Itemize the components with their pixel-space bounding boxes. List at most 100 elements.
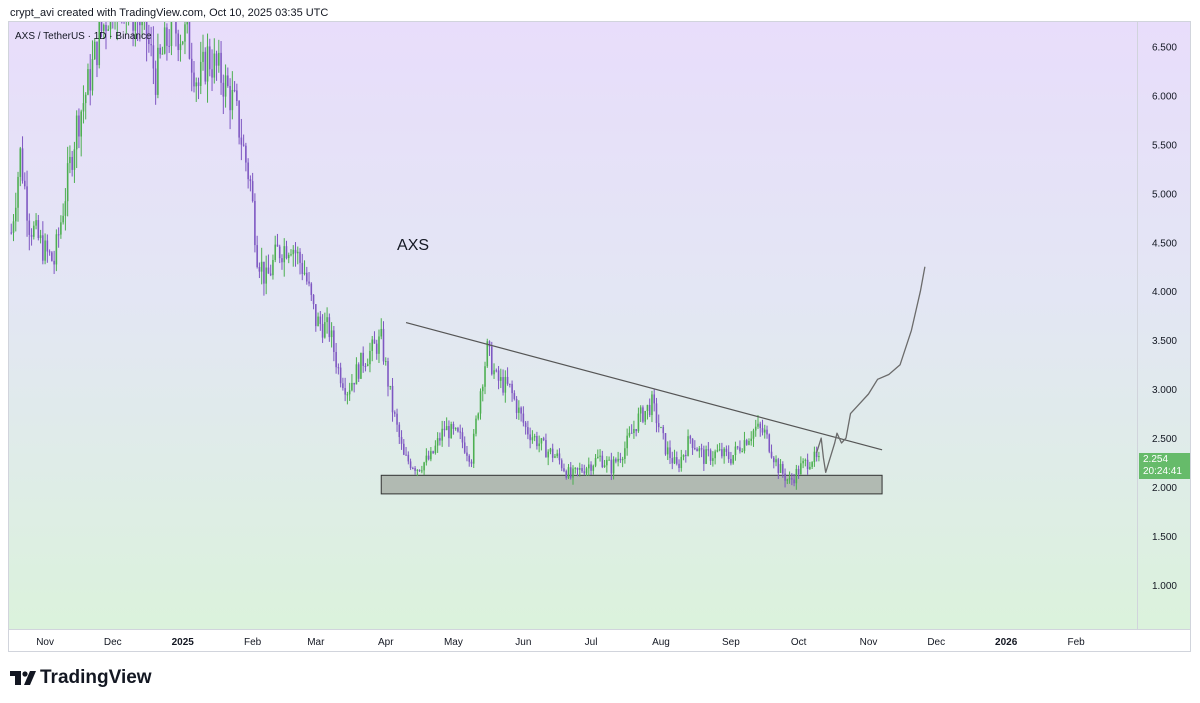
- candle-body-2025-08-13: [687, 436, 689, 456]
- candle-body-2024-11-24: [96, 41, 98, 66]
- candle-body-2025-05-29: [515, 398, 518, 413]
- candle-body-2025-03-03: [319, 316, 322, 324]
- candle-body-2025-09-23: [779, 463, 782, 474]
- candle-body-2024-12-11: [134, 22, 137, 31]
- candle-body-2025-07-29: [653, 394, 656, 404]
- x-tick-label: Aug: [652, 637, 670, 648]
- candle-body-2025-09-27: [788, 478, 791, 480]
- candle-body-2025-01-31: [249, 179, 252, 182]
- tradingview-brand: TradingView: [40, 667, 152, 688]
- candle-body-2025-03-10: [335, 351, 337, 368]
- x-tick-label: Dec: [927, 637, 945, 648]
- candle-body-2025-09-24: [782, 463, 784, 474]
- candle-body-2025-04-21: [430, 451, 432, 460]
- candle-body-2024-10-29: [37, 220, 40, 239]
- candle-body-2025-01-14: [211, 69, 213, 78]
- candle-body-2025-09-05: [739, 447, 741, 452]
- candle-body-2025-04-20: [427, 455, 430, 460]
- candle-body-2025-07-07: [603, 465, 606, 468]
- candle-body-2025-06-13: [549, 448, 552, 452]
- candle-body-2025-03-04: [321, 323, 324, 338]
- projection-path: [815, 266, 926, 474]
- candle-body-2024-11-03: [48, 251, 51, 253]
- candle-body-2025-01-01: [181, 41, 184, 44]
- candle-body-2025-07-10: [610, 459, 613, 474]
- candle-body-2024-12-24: [163, 27, 166, 54]
- candle-body-2025-03-28: [375, 343, 378, 354]
- candle-body-2025-05-10: [472, 433, 475, 464]
- candle-body-2025-05-09: [470, 461, 473, 464]
- candle-body-2025-02-16: [285, 246, 288, 259]
- candle-body-2025-01-11: [204, 51, 207, 82]
- candle-body-2025-07-16: [624, 448, 626, 459]
- candle-body-2025-02-02: [254, 201, 256, 246]
- candle-body-2025-08-22: [707, 449, 710, 451]
- candle-body-2025-03-23: [364, 365, 367, 367]
- candle-body-2025-10-10: [818, 456, 820, 458]
- chart-pane[interactable]: AXS 1.000 1.500 2.000 2.500 3.000 3.500 4.000 4.…: [8, 21, 1191, 652]
- candle-body-2025-08-14: [689, 436, 692, 439]
- candle-body-2025-03-07: [328, 317, 331, 338]
- symbol-legend[interactable]: AXS / TetherUS · 1D · Binance: [15, 31, 152, 42]
- candle-body-2024-12-27: [170, 22, 173, 47]
- x-tick-label: Jun: [515, 637, 531, 648]
- candle-body-2024-10-18: [12, 221, 15, 233]
- candle-body-2025-08-15: [691, 438, 694, 449]
- chart-author-header: crypt_avi created with TradingView.com, …: [10, 7, 329, 19]
- candle-body-2025-04-22: [432, 451, 434, 454]
- candle-body-2025-09-28: [791, 478, 793, 480]
- candlestick-chart[interactable]: AXS 1.000 1.500 2.000 2.500 3.000 3.500 4.000 4.…: [9, 22, 1191, 652]
- candle-body-2025-04-06: [396, 413, 398, 425]
- candle-body-2025-07-02: [592, 465, 595, 471]
- candle-body-2024-11-27: [102, 24, 105, 31]
- candle-body-2025-05-01: [452, 424, 455, 429]
- x-tick-label: May: [444, 637, 463, 648]
- candle-body-2025-09-20: [772, 457, 775, 463]
- candle-body-2025-05-28: [513, 393, 516, 399]
- candle-body-2024-10-22: [21, 148, 24, 181]
- candle-body-2025-02-13: [278, 246, 281, 259]
- candle-body-2025-04-27: [443, 428, 446, 431]
- candle-body-2025-08-08: [675, 457, 678, 464]
- candle-body-2025-05-11: [475, 418, 477, 434]
- tradingview-footer[interactable]: TradingView: [10, 667, 152, 689]
- candle-body-2025-06-30: [588, 464, 590, 469]
- candle-body-2024-11-23: [93, 41, 96, 60]
- candle-body-2024-12-26: [168, 45, 170, 47]
- candle-body-2025-07-01: [590, 464, 592, 471]
- x-tick-label: Feb: [244, 637, 262, 648]
- candle-body-2024-10-21: [19, 148, 22, 177]
- candle-body-2025-04-05: [393, 412, 396, 414]
- candle-body-2025-06-07: [536, 435, 538, 447]
- candle-body-2025-01-10: [202, 51, 204, 62]
- candle-body-2024-11-13: [71, 156, 73, 170]
- chart-title-annotation: AXS: [397, 237, 429, 254]
- time-axis[interactable]: [9, 629, 1190, 651]
- candle-body-2025-04-03: [389, 385, 392, 387]
- candle-body-2025-01-18: [220, 52, 222, 83]
- candle-body-2025-03-09: [333, 330, 335, 352]
- candle-body-2025-02-25: [306, 272, 308, 282]
- candle-body-2025-10-04: [804, 459, 807, 461]
- candle-body-2025-07-18: [628, 432, 631, 436]
- candle-body-2025-08-03: [664, 433, 667, 455]
- x-tick-label: Apr: [378, 637, 394, 648]
- candle-body-2025-06-24: [574, 467, 577, 469]
- candle-body-2025-04-17: [421, 470, 423, 472]
- candle-body-2024-10-30: [39, 235, 42, 239]
- candle-body-2024-11-04: [51, 252, 53, 261]
- x-tick-label: Feb: [1067, 637, 1085, 648]
- candle-body-2024-10-25: [28, 220, 31, 235]
- candle-body-2025-02-12: [276, 244, 279, 247]
- price-axis[interactable]: [1137, 22, 1190, 629]
- candle-body-2024-11-15: [75, 115, 78, 150]
- candle-body-2025-06-08: [538, 443, 540, 447]
- candle-body-2024-11-30: [109, 22, 112, 30]
- candle-body-2025-07-22: [637, 413, 640, 432]
- candle-body-2025-04-16: [418, 469, 421, 471]
- candle-body-2024-11-06: [55, 234, 58, 265]
- candle-body-2025-06-18: [560, 460, 563, 469]
- candle-body-2025-08-02: [662, 427, 665, 434]
- candle-body-2025-03-02: [317, 316, 319, 327]
- candle-body-2025-02-03: [256, 245, 258, 268]
